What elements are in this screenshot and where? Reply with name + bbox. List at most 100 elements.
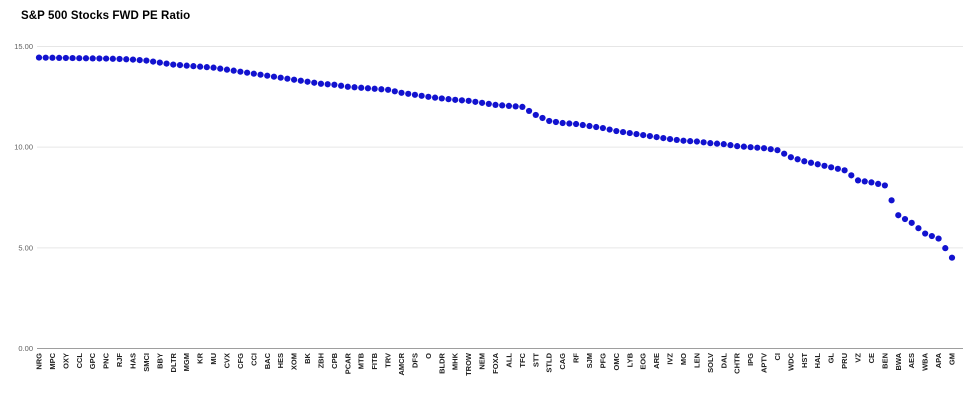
data-point[interactable]: [150, 58, 157, 65]
data-point[interactable]: [586, 122, 593, 130]
data-point[interactable]: [895, 212, 902, 219]
data-point[interactable]: [680, 137, 687, 144]
data-point[interactable]: [734, 143, 741, 150]
data-point[interactable]: [552, 118, 560, 126]
data-point[interactable]: [794, 156, 801, 163]
data-point[interactable]: [136, 56, 143, 64]
data-point[interactable]: [633, 130, 640, 138]
data-point[interactable]: [888, 197, 895, 204]
data-point[interactable]: [237, 68, 244, 75]
data-point[interactable]: [693, 138, 701, 145]
data-point[interactable]: [868, 179, 875, 186]
data-point[interactable]: [398, 89, 405, 96]
data-point[interactable]: [640, 131, 647, 139]
data-point[interactable]: [284, 75, 291, 82]
data-point[interactable]: [505, 102, 513, 109]
data-point[interactable]: [539, 114, 546, 122]
data-point[interactable]: [619, 128, 627, 136]
data-point[interactable]: [176, 62, 184, 69]
data-point[interactable]: [109, 55, 116, 62]
data-point[interactable]: [264, 72, 271, 79]
data-point[interactable]: [270, 73, 278, 80]
data-point[interactable]: [841, 167, 848, 174]
data-point[interactable]: [485, 100, 492, 107]
data-point[interactable]: [908, 219, 915, 226]
data-point[interactable]: [458, 97, 466, 104]
data-point[interactable]: [277, 74, 284, 81]
data-point[interactable]: [606, 126, 613, 133]
data-point[interactable]: [700, 139, 707, 146]
data-point[interactable]: [103, 55, 110, 62]
data-point[interactable]: [881, 182, 888, 189]
data-point[interactable]: [351, 84, 358, 91]
data-point[interactable]: [673, 136, 680, 144]
data-point[interactable]: [183, 62, 190, 69]
data-point[interactable]: [646, 132, 654, 140]
data-point[interactable]: [740, 143, 747, 150]
data-point[interactable]: [244, 69, 251, 76]
data-point[interactable]: [230, 67, 237, 74]
data-point[interactable]: [801, 158, 808, 165]
data-point[interactable]: [324, 81, 331, 88]
data-point[interactable]: [42, 54, 49, 61]
data-point[interactable]: [854, 177, 862, 184]
data-point[interactable]: [572, 120, 580, 128]
data-point[interactable]: [203, 64, 210, 71]
data-point[interactable]: [445, 96, 452, 103]
data-point[interactable]: [82, 55, 90, 62]
data-point[interactable]: [76, 55, 83, 62]
data-point[interactable]: [499, 102, 506, 109]
data-point[interactable]: [96, 55, 103, 62]
data-point[interactable]: [156, 59, 163, 66]
data-point[interactable]: [660, 135, 667, 142]
data-point[interactable]: [492, 101, 499, 108]
data-point[interactable]: [250, 70, 257, 77]
data-point[interactable]: [89, 55, 96, 62]
data-point[interactable]: [358, 84, 365, 91]
data-point[interactable]: [170, 61, 177, 68]
data-point[interactable]: [915, 225, 922, 232]
data-point[interactable]: [948, 254, 956, 261]
data-point[interactable]: [304, 78, 311, 85]
data-point[interactable]: [666, 136, 674, 143]
data-point[interactable]: [935, 235, 942, 242]
data-point[interactable]: [848, 172, 855, 179]
data-point[interactable]: [210, 64, 217, 71]
data-point[interactable]: [593, 123, 600, 131]
data-point[interactable]: [512, 103, 519, 110]
data-point[interactable]: [431, 94, 439, 101]
data-point[interactable]: [626, 129, 633, 137]
data-point[interactable]: [49, 54, 56, 61]
data-point[interactable]: [519, 103, 526, 110]
data-point[interactable]: [411, 91, 419, 98]
data-point[interactable]: [384, 86, 392, 93]
data-point[interactable]: [35, 54, 43, 61]
data-point[interactable]: [338, 82, 345, 89]
data-point[interactable]: [452, 96, 459, 103]
data-point[interactable]: [378, 86, 385, 93]
data-point[interactable]: [727, 142, 734, 149]
data-point[interactable]: [754, 144, 761, 151]
data-point[interactable]: [774, 147, 781, 154]
data-point[interactable]: [814, 161, 821, 168]
data-point[interactable]: [438, 95, 445, 102]
data-point[interactable]: [311, 79, 318, 86]
data-point[interactable]: [123, 56, 130, 63]
data-point[interactable]: [707, 140, 714, 147]
data-point[interactable]: [613, 127, 620, 135]
data-point[interactable]: [875, 180, 882, 188]
data-point[interactable]: [747, 144, 754, 151]
data-point[interactable]: [546, 117, 553, 125]
data-point[interactable]: [405, 90, 412, 97]
data-point[interactable]: [559, 119, 566, 127]
data-point[interactable]: [190, 63, 197, 70]
data-point[interactable]: [317, 80, 325, 87]
data-point[interactable]: [478, 99, 486, 106]
data-point[interactable]: [62, 54, 69, 62]
data-point[interactable]: [391, 88, 398, 95]
data-point[interactable]: [257, 71, 264, 78]
data-point[interactable]: [807, 159, 815, 166]
data-point[interactable]: [901, 215, 909, 223]
data-point[interactable]: [579, 121, 586, 129]
data-point[interactable]: [371, 85, 378, 92]
